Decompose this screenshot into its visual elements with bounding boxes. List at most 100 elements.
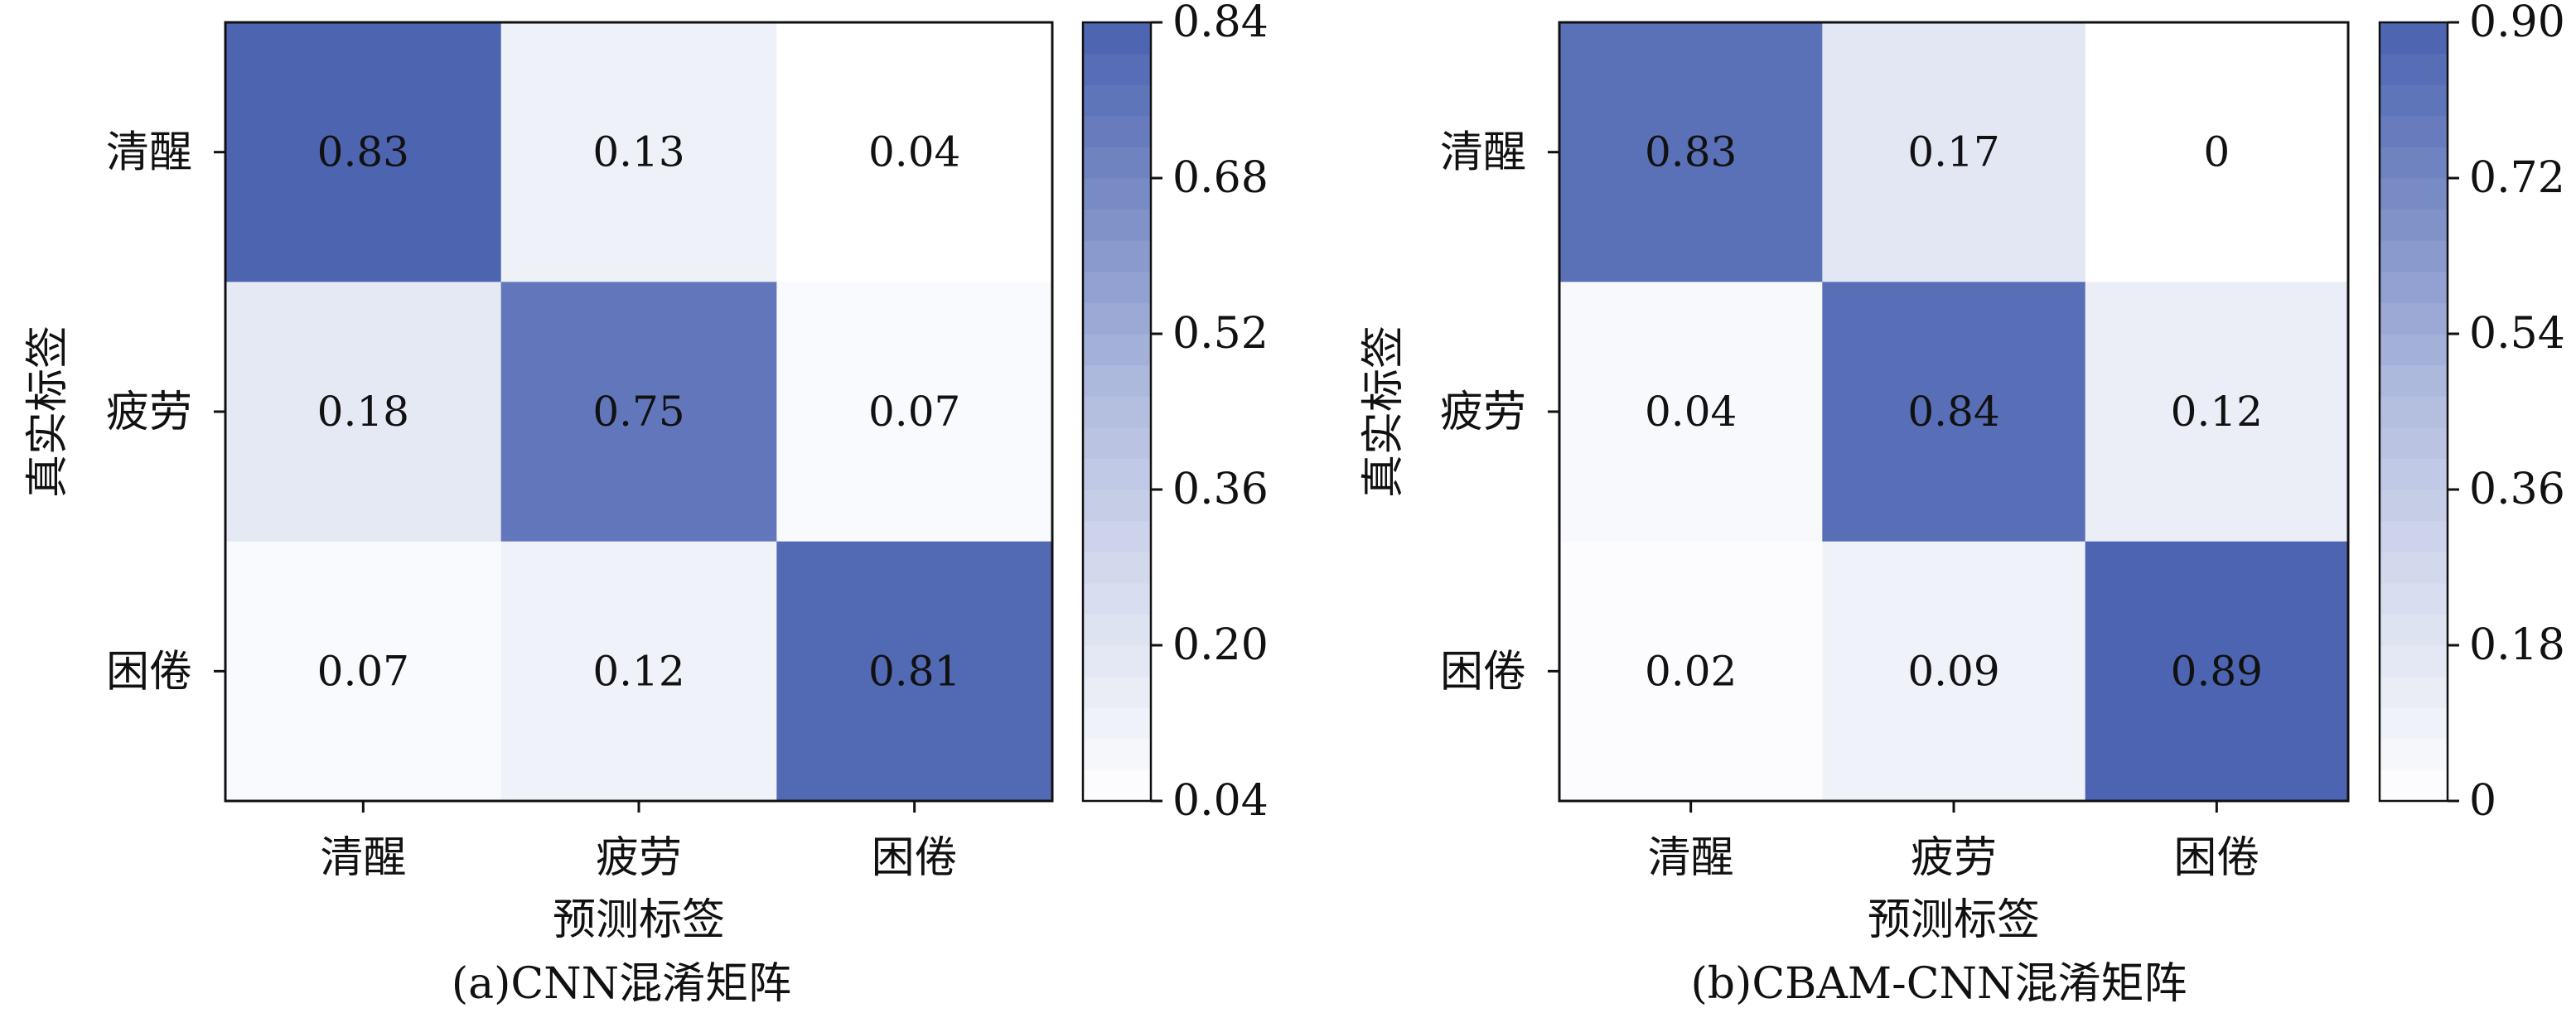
heatmap-cell <box>225 541 502 802</box>
x-tick-label: 清醒 <box>1648 833 1734 883</box>
cell-value-label: 0.02 <box>1645 647 1737 695</box>
colorbar-band <box>1083 178 1151 210</box>
heatmap-cell <box>225 282 502 543</box>
colorbar-band <box>1083 645 1151 678</box>
colorbar-band <box>1083 396 1151 428</box>
heatmap-cell <box>1822 22 2086 282</box>
colorbar-band <box>2380 582 2448 615</box>
colorbar-band <box>2380 364 2448 397</box>
y-axis-title: 真实标签 <box>23 326 73 498</box>
colorbar-band <box>2380 490 2448 522</box>
colorbar-band <box>2380 614 2448 646</box>
cell-value-label: 0.18 <box>317 388 409 436</box>
colorbar-band <box>2380 334 2448 366</box>
cell-value-label: 0.07 <box>868 388 960 436</box>
colorbar-tick-label: 0.54 <box>2469 309 2565 359</box>
colorbar-tick-label: 0.84 <box>1172 0 1269 47</box>
colorbar-band <box>2380 552 2448 584</box>
y-tick-label: 困倦 <box>106 647 192 697</box>
heatmap-cell <box>776 282 1053 543</box>
cell-value-label: 0.83 <box>1645 128 1737 176</box>
cell-value-label: 0.75 <box>592 388 684 436</box>
y-tick-label: 疲劳 <box>106 388 192 437</box>
y-axis-title: 真实标签 <box>1359 326 1409 498</box>
colorbar-band <box>2380 115 2448 147</box>
cell-value-label: 0.07 <box>317 647 409 695</box>
x-tick-label: 困倦 <box>2173 833 2259 883</box>
colorbar-band <box>2380 427 2448 459</box>
colorbar-band <box>1083 271 1151 303</box>
colorbar-band <box>2380 178 2448 210</box>
colorbar-band <box>2380 209 2448 241</box>
colorbar-band <box>1083 676 1151 708</box>
cell-value-label: 0.12 <box>592 647 684 695</box>
colorbar-band <box>1083 302 1151 335</box>
colorbar-band <box>1083 520 1151 552</box>
colorbar-band <box>1083 84 1151 117</box>
heatmap-cell <box>1559 282 1823 543</box>
colorbar-band <box>2380 738 2448 770</box>
colorbar-tick-label: 0.18 <box>2469 620 2565 670</box>
colorbar-band <box>1083 614 1151 646</box>
cell-value-label: 0.09 <box>1907 647 1999 695</box>
heatmap-cell <box>1822 282 2086 543</box>
colorbar-tick-label: 0.36 <box>1172 465 1269 514</box>
colorbar-band <box>1083 53 1151 85</box>
colorbar-band <box>1083 769 1151 802</box>
colorbar-band <box>2380 22 2448 55</box>
colorbar-band <box>2380 84 2448 117</box>
cell-value-label: 0 <box>2203 128 2230 176</box>
colorbar-band <box>2380 645 2448 678</box>
colorbar-tick-label: 0.20 <box>1172 620 1269 670</box>
colorbar-band <box>1083 490 1151 522</box>
colorbar-tick-label: 0 <box>2469 776 2496 826</box>
colorbar-band <box>2380 147 2448 179</box>
y-tick-label: 困倦 <box>1440 647 1526 697</box>
heatmap-cell <box>1559 541 1823 802</box>
colorbar-band <box>1083 209 1151 241</box>
cell-value-label: 0.84 <box>1907 388 1999 436</box>
x-tick-label: 困倦 <box>872 833 958 883</box>
colorbar-band <box>1083 707 1151 740</box>
y-tick-label: 清醒 <box>1440 128 1526 178</box>
colorbar-band <box>1083 240 1151 273</box>
colorbar-band <box>2380 707 2448 740</box>
panel-caption: (a)CNN混淆矩阵 <box>452 959 791 1009</box>
x-tick-label: 疲劳 <box>1911 833 1997 883</box>
heatmap-cell <box>500 22 777 282</box>
colorbar-band <box>2380 769 2448 802</box>
colorbar-band <box>1083 427 1151 459</box>
colorbar-tick-label: 0.04 <box>1172 776 1269 826</box>
colorbar-band <box>2380 458 2448 490</box>
panel-caption: (b)CBAM-CNN混淆矩阵 <box>1690 959 2187 1009</box>
colorbar-tick-label: 0.90 <box>2469 0 2565 47</box>
cell-value-label: 0.81 <box>868 647 960 695</box>
colorbar-band <box>2380 396 2448 428</box>
colorbar-band <box>1083 738 1151 770</box>
colorbar-band <box>2380 676 2448 708</box>
heatmap-cell <box>225 22 502 282</box>
colorbar-band <box>2380 271 2448 303</box>
heatmap-cell <box>776 22 1053 282</box>
colorbar-band <box>2380 520 2448 552</box>
colorbar-band <box>2380 53 2448 85</box>
colorbar-band <box>1083 115 1151 147</box>
cell-value-label: 0.13 <box>592 128 684 176</box>
heatmap-cell <box>1559 22 1823 282</box>
cell-value-label: 0.17 <box>1907 128 1999 176</box>
colorbar-band <box>1083 22 1151 55</box>
colorbar-tick-label: 0.52 <box>1172 309 1269 359</box>
colorbar-band <box>1083 582 1151 615</box>
colorbar-band <box>1083 147 1151 179</box>
colorbar-tick-label: 0.36 <box>2469 465 2565 514</box>
heatmap-cell <box>1822 541 2086 802</box>
colorbar-band <box>1083 458 1151 490</box>
heatmap-cell <box>776 541 1053 802</box>
colorbar-band <box>1083 364 1151 397</box>
colorbar-band <box>1083 334 1151 366</box>
colorbar-tick-label: 0.72 <box>2469 153 2565 203</box>
heatmap-cell <box>2085 541 2349 802</box>
